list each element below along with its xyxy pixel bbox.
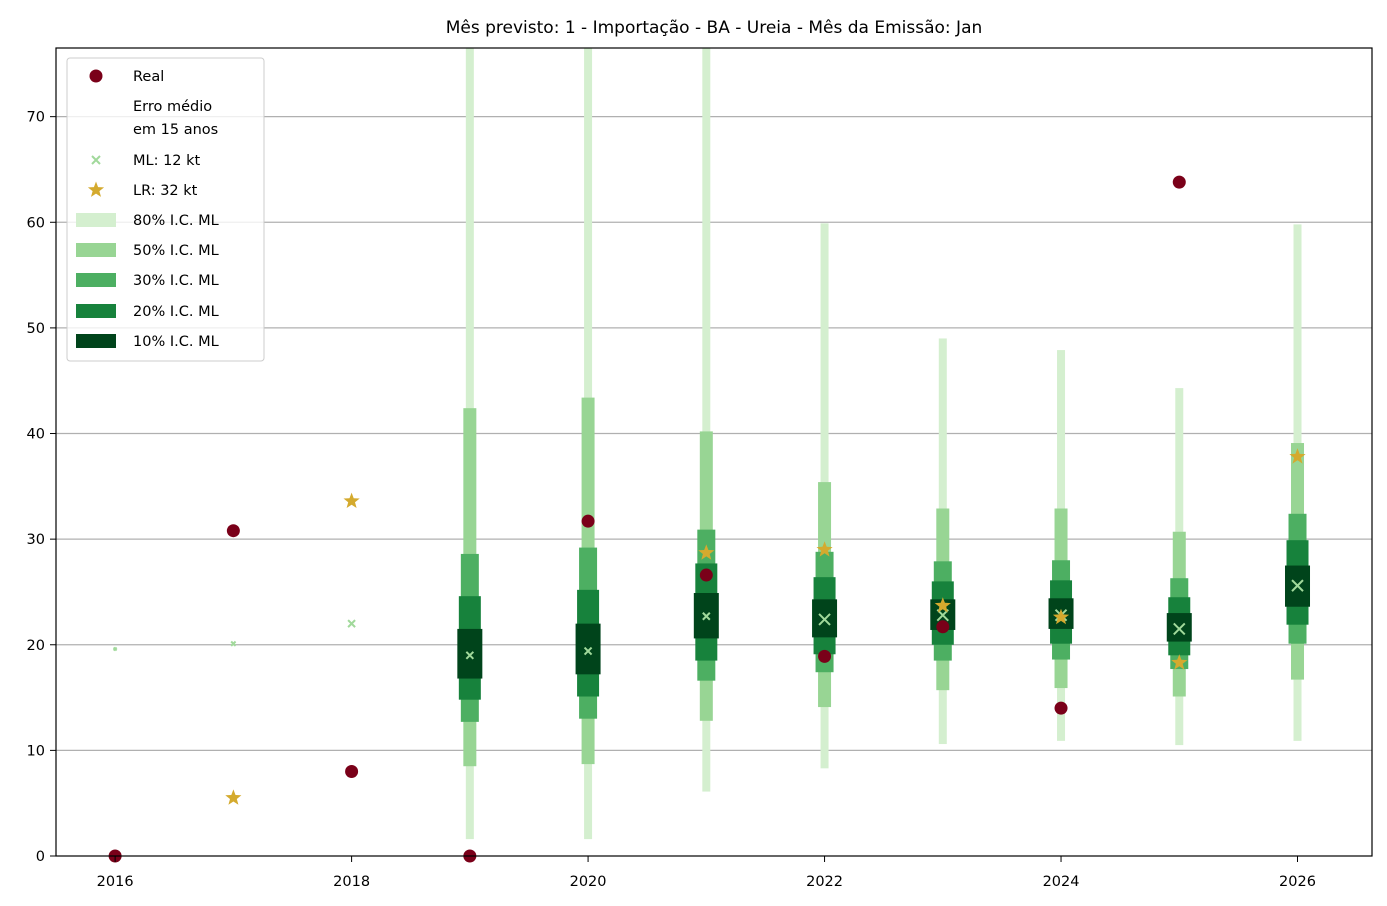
lr-point [1289,448,1306,464]
chart-title: Mês previsto: 1 - Importação - BA - Urei… [446,18,983,38]
real-point [818,649,832,663]
legend-ci50-swatch [76,243,116,257]
legend-box [66,57,265,362]
ml-point [347,619,356,628]
ml-point [818,613,831,626]
legend-label-header-line2: em 15 anos [133,122,218,138]
legend-label-ci30: 30% I.C. ML [133,273,219,289]
ml-point [702,612,711,621]
legend-label-header: Erro médio [133,99,212,115]
legend-ci20-swatch [76,304,116,318]
real-point [936,620,950,634]
legend-label-ci80: 80% I.C. ML [133,213,219,229]
real-point [1172,175,1186,189]
tick-label-y: 40 [27,427,45,443]
legend-label-lr: LR: 32 kt [133,183,198,199]
legend-label-ci10: 10% I.C. ML [133,334,219,350]
tick-label-x: 2022 [806,874,843,890]
ml-point [1173,622,1186,636]
ml-point [465,651,475,660]
interval-ci10-bar [457,628,483,679]
ml-point [230,640,237,647]
axes: 0 10 20 30 40 50 60 70 2016 2018 2020 2022 2024 2026 [27,110,1316,890]
ml-point [112,646,118,652]
lr-point [343,492,360,508]
legend-label-ci50: 50% I.C. ML [133,243,219,259]
lr-point [1171,654,1188,670]
legend-ml-marker [91,155,101,165]
legend-label-ml: ML: 12 kt [133,153,201,169]
tick-label-y: 50 [27,321,45,337]
legend: Real Erro médio em 15 anos ML: 12 kt LR: 32 … [66,57,265,362]
tick-label-x: 2024 [1043,874,1080,890]
tick-label-x: 2018 [333,874,370,890]
real-point [699,568,713,582]
legend-label-real: Real [133,69,164,85]
confidence-intervals [457,48,1311,840]
interval-ci80-bar [702,48,711,792]
tick-label-y: 0 [36,849,45,865]
lr-point [1052,608,1070,625]
legend-ci80-swatch [76,213,116,227]
lr-point [698,544,715,560]
tick-label-y: 60 [27,215,45,231]
legend-lr-marker [87,181,105,197]
ml-point [1291,579,1304,592]
real-point [345,765,359,779]
legend-ci10-swatch [76,334,116,348]
tick-label-y: 70 [27,110,45,126]
tick-label-y: 20 [27,638,45,654]
tick-label-y: 10 [27,743,45,759]
ml-point [583,646,593,656]
legend-ci30-swatch [76,273,116,287]
interval-ci10-bar [1166,613,1192,642]
tick-label-x: 2016 [97,874,134,890]
legend-label-ci20: 20% I.C. ML [133,304,219,320]
legend-real-marker [89,69,103,83]
real-point [1054,701,1068,715]
lr-point [934,597,951,613]
lr-point [816,541,833,557]
plot-frame [55,47,1373,857]
tick-label-x: 2020 [570,874,607,890]
tick-label-x: 2026 [1279,874,1316,890]
real-point [226,524,240,538]
tick-label-y: 30 [27,532,45,548]
real-point [581,514,595,528]
interval-ci10-bar [575,623,601,675]
lr-point [225,789,242,805]
